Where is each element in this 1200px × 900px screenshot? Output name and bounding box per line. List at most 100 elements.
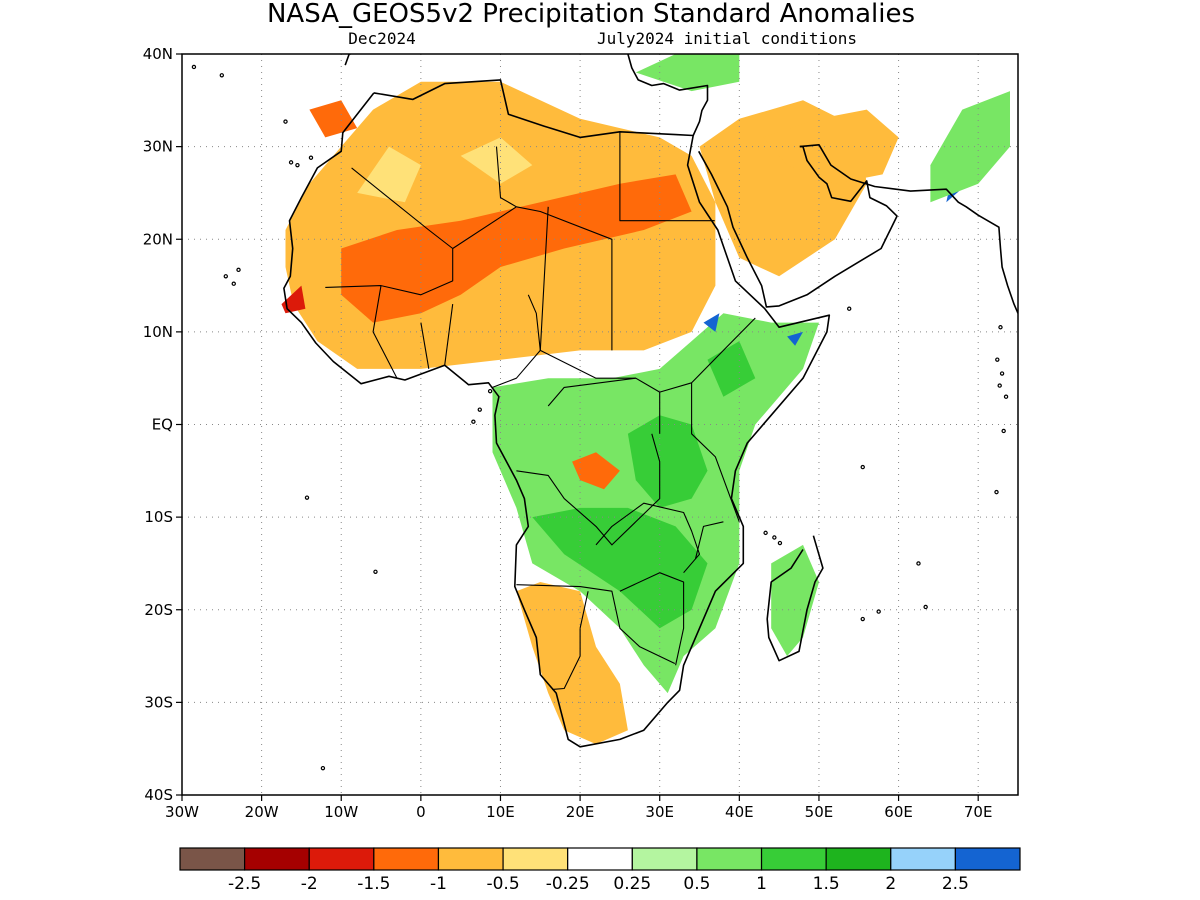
lon-tick-label: 30E xyxy=(645,803,674,821)
coastline-madagascar xyxy=(766,535,824,662)
island-outline xyxy=(373,569,378,574)
country-border xyxy=(552,628,581,690)
island-outline xyxy=(295,162,300,168)
island-outline xyxy=(876,609,881,614)
island-outline xyxy=(191,64,197,70)
anomaly-region xyxy=(572,452,620,490)
colorbar-label: -2.5 xyxy=(228,874,261,894)
lat-tick-label: 20S xyxy=(144,601,173,619)
colorbar-label: -1 xyxy=(430,874,447,894)
colorbar-swatch xyxy=(631,847,698,871)
island-outline xyxy=(777,540,783,546)
anomaly-region xyxy=(309,100,358,138)
colorbar-label: -2 xyxy=(301,874,318,894)
lat-tick-label: 20N xyxy=(143,230,173,248)
coastline-iran_india xyxy=(799,144,1018,314)
colorbar-swatch xyxy=(373,847,440,871)
island-outline xyxy=(308,155,314,160)
anomaly-region xyxy=(635,54,740,92)
country-border xyxy=(516,584,676,664)
island-outline xyxy=(860,464,865,470)
coastline-arabia xyxy=(698,145,898,308)
colorbar-swatch xyxy=(825,847,892,871)
lat-tick-label: 30N xyxy=(143,138,173,156)
colorbar-swatch xyxy=(179,847,246,871)
lon-tick-label: 20E xyxy=(566,803,595,821)
colorbar-swatch xyxy=(760,847,827,871)
colorbar-swatch xyxy=(567,847,633,871)
island-outline xyxy=(477,407,482,412)
anomaly-fill-layer xyxy=(281,54,1010,745)
lat-tick-label: 10N xyxy=(143,323,173,341)
country-border xyxy=(372,285,398,379)
anomaly-region xyxy=(357,146,421,203)
island-outline xyxy=(471,419,476,424)
country-border xyxy=(619,131,715,222)
lon-tick-label: 70E xyxy=(964,803,993,821)
colorbar-swatch xyxy=(890,847,956,871)
subtitle-right: July2024 initial conditions xyxy=(597,29,857,48)
island-outline xyxy=(1003,394,1009,399)
colorbar-label: -1.5 xyxy=(357,874,390,894)
lon-tick-label: 30W xyxy=(165,803,199,821)
anomaly-region xyxy=(516,582,628,745)
island-outline xyxy=(998,325,1003,330)
subtitle-left: Dec2024 xyxy=(348,29,415,48)
colorbar-label: 1.5 xyxy=(813,874,840,894)
lon-tick-label: 20W xyxy=(245,803,279,821)
lon-tick-label: 50E xyxy=(805,803,834,821)
anomaly-region xyxy=(532,507,708,629)
lat-tick-label: 40S xyxy=(144,786,173,804)
country-border xyxy=(694,521,724,559)
anomaly-region xyxy=(703,313,720,332)
colorbar-label: -0.5 xyxy=(486,874,519,894)
colorbar-label: 0.5 xyxy=(683,874,710,894)
lat-tick-label: 10S xyxy=(144,508,173,526)
coastline-iberia xyxy=(344,54,351,66)
lon-tick-label: 0 xyxy=(416,803,426,821)
island-outline xyxy=(995,357,1000,362)
country-border xyxy=(452,206,517,249)
figure-title: NASA_GEOS5v2 Precipitation Standard Anom… xyxy=(267,0,915,29)
colorbar-swatch xyxy=(502,847,569,871)
lon-tick-label: 10W xyxy=(324,803,358,821)
lat-tick-label: 40N xyxy=(143,45,173,63)
island-outline xyxy=(994,489,999,495)
colorbar-label: 2.5 xyxy=(942,874,969,894)
lon-tick-label: 60E xyxy=(884,803,913,821)
country-border xyxy=(595,502,701,574)
island-outline xyxy=(847,306,852,311)
island-outline xyxy=(304,495,310,500)
country-border xyxy=(325,167,454,296)
lat-tick-label: 30S xyxy=(144,693,173,711)
colorbar-swatch xyxy=(244,847,310,871)
country-borders xyxy=(325,131,756,690)
anomaly-region xyxy=(930,91,1010,203)
coastlines xyxy=(191,54,1018,771)
island-outline xyxy=(288,160,294,165)
colorbar-swatch xyxy=(696,847,763,871)
anomaly-region xyxy=(627,415,708,508)
country-border xyxy=(547,377,636,407)
colorbar-swatch xyxy=(308,847,375,871)
island-outline xyxy=(763,530,768,536)
lon-tick-label: 10E xyxy=(486,803,515,821)
coastline-europe_south xyxy=(627,54,709,136)
colorbar-swatch xyxy=(437,847,504,871)
island-outline xyxy=(231,281,236,286)
colorbar-label: -0.25 xyxy=(546,874,590,894)
island-outline xyxy=(860,616,865,622)
country-border xyxy=(420,322,430,369)
island-outline xyxy=(999,371,1005,376)
country-border xyxy=(579,591,589,629)
island-outline xyxy=(219,73,225,78)
lat-tick-label: EQ xyxy=(152,416,173,434)
country-border xyxy=(619,572,685,666)
island-outline xyxy=(923,604,928,610)
country-border xyxy=(492,294,541,388)
colorbar-label: 2 xyxy=(885,874,896,894)
island-outline xyxy=(283,119,288,124)
